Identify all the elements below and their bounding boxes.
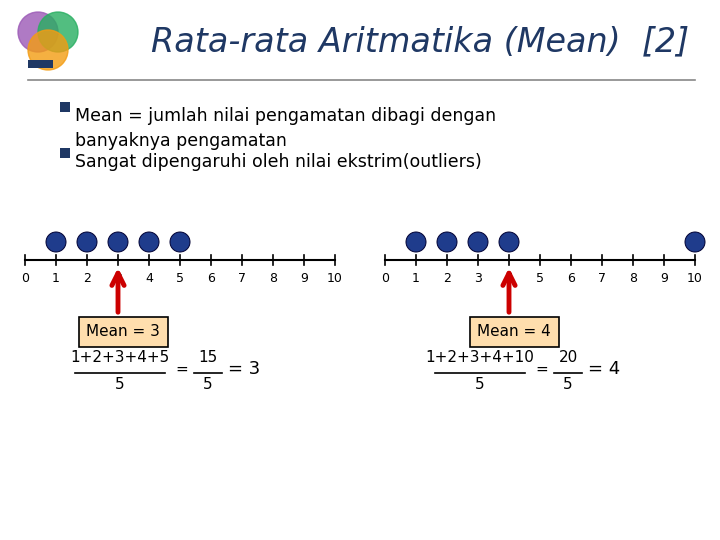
Circle shape (77, 232, 97, 252)
Text: 6: 6 (207, 272, 215, 285)
Circle shape (170, 232, 190, 252)
Text: 10: 10 (327, 272, 343, 285)
Text: =: = (175, 361, 188, 376)
Text: 5: 5 (475, 377, 485, 392)
Text: 2: 2 (83, 272, 91, 285)
Text: 5: 5 (563, 377, 573, 392)
Text: 7: 7 (598, 272, 606, 285)
Text: 2: 2 (443, 272, 451, 285)
Text: 4: 4 (145, 272, 153, 285)
Text: Rata-rata Aritmatika (Mean)  [2]: Rata-rata Aritmatika (Mean) [2] (151, 25, 689, 58)
Text: 0: 0 (381, 272, 389, 285)
Text: 5: 5 (115, 377, 125, 392)
Circle shape (139, 232, 159, 252)
Text: 3: 3 (474, 272, 482, 285)
Circle shape (437, 232, 457, 252)
Text: Mean = 4: Mean = 4 (477, 325, 551, 340)
FancyBboxPatch shape (78, 317, 168, 347)
Text: 5: 5 (176, 272, 184, 285)
Text: 0: 0 (21, 272, 29, 285)
Text: 9: 9 (660, 272, 668, 285)
Circle shape (18, 12, 58, 52)
Bar (60, 148, 70, 158)
Text: 1: 1 (52, 272, 60, 285)
Circle shape (499, 232, 519, 252)
Circle shape (46, 232, 66, 252)
Text: 15: 15 (199, 350, 217, 365)
Bar (28, 60, 53, 68)
Circle shape (406, 232, 426, 252)
Text: 1: 1 (412, 272, 420, 285)
Circle shape (468, 232, 488, 252)
Text: 5: 5 (203, 377, 213, 392)
Text: Mean = jumlah nilai pengamatan dibagi dengan
banyaknya pengamatan: Mean = jumlah nilai pengamatan dibagi de… (75, 107, 496, 150)
Text: 8: 8 (629, 272, 637, 285)
Text: 3: 3 (114, 272, 122, 285)
Text: 9: 9 (300, 272, 308, 285)
Bar (60, 102, 70, 112)
Text: 4: 4 (505, 272, 513, 285)
Text: =: = (535, 361, 548, 376)
Text: 10: 10 (687, 272, 703, 285)
Circle shape (38, 12, 78, 52)
Text: 1+2+3+4+10: 1+2+3+4+10 (426, 350, 534, 365)
Text: 6: 6 (567, 272, 575, 285)
Text: Mean = 3: Mean = 3 (86, 325, 160, 340)
Circle shape (108, 232, 128, 252)
Text: 8: 8 (269, 272, 277, 285)
FancyBboxPatch shape (469, 317, 559, 347)
Text: Sangat dipengaruhi oleh nilai ekstrim(outliers): Sangat dipengaruhi oleh nilai ekstrim(ou… (75, 153, 482, 171)
Text: = 3: = 3 (228, 360, 260, 378)
Text: 7: 7 (238, 272, 246, 285)
Text: = 4: = 4 (588, 360, 620, 378)
Text: 20: 20 (559, 350, 577, 365)
Circle shape (685, 232, 705, 252)
Text: 1+2+3+4+5: 1+2+3+4+5 (71, 350, 170, 365)
Text: 5: 5 (536, 272, 544, 285)
Circle shape (28, 30, 68, 70)
